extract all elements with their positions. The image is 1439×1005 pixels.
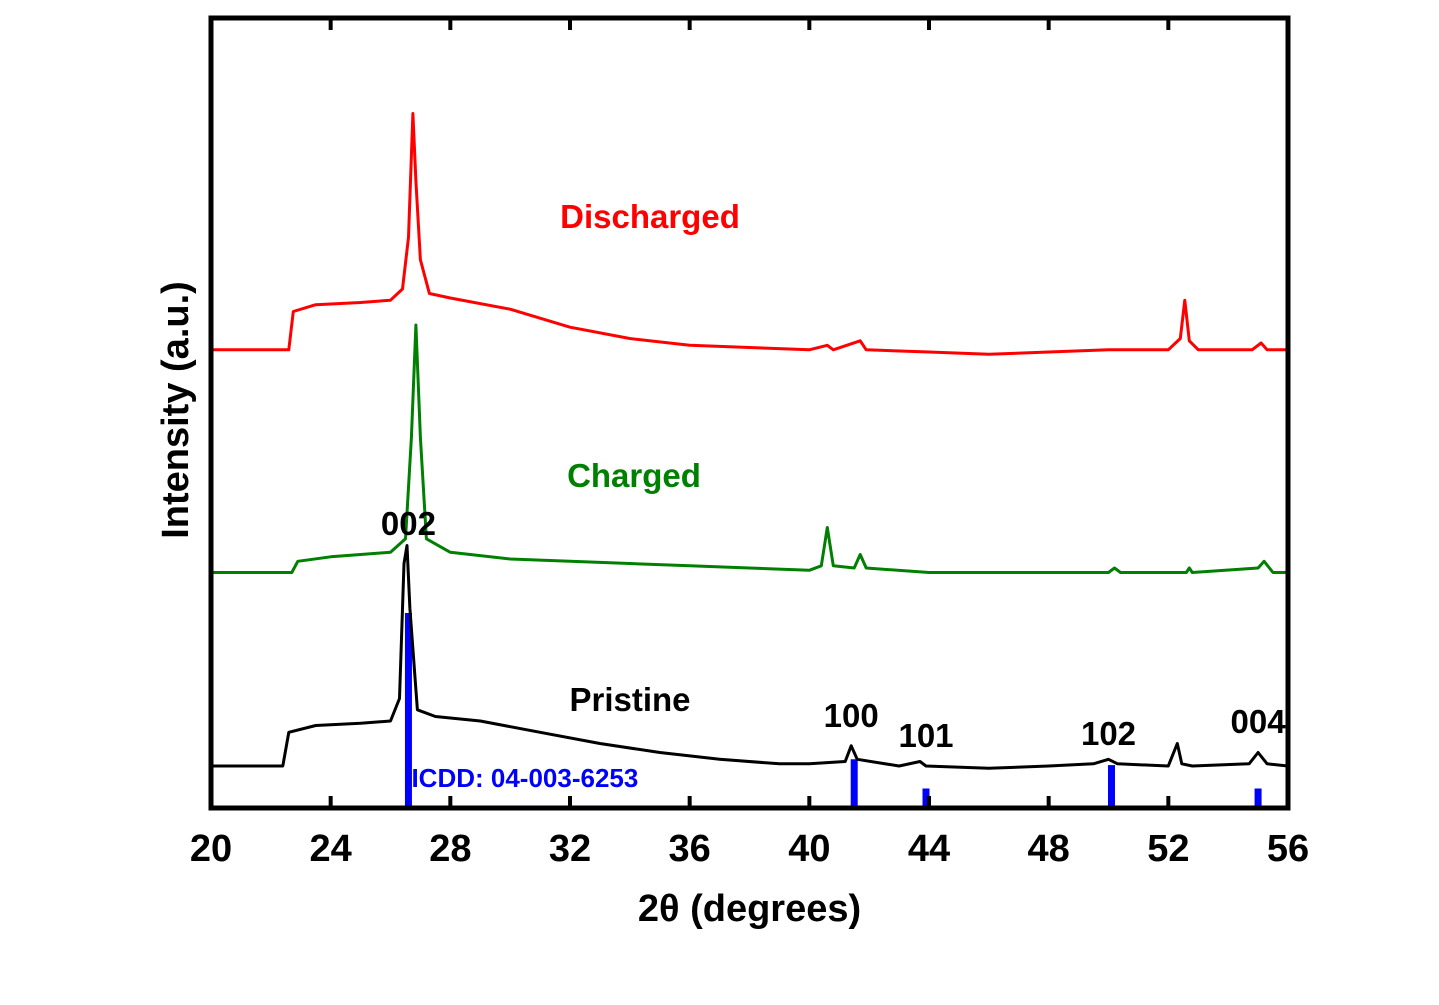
series-curves <box>211 112 1289 770</box>
x-tick-label: 40 <box>788 828 830 870</box>
series-label-pristine: Pristine <box>569 681 690 718</box>
x-tick-label: 52 <box>1147 828 1189 870</box>
reference-stick <box>922 788 930 808</box>
x-tick-label: 48 <box>1028 828 1070 870</box>
reference-sticks <box>404 613 1262 808</box>
series-line-discharged <box>211 112 1288 356</box>
series-label-discharged: Discharged <box>560 198 740 235</box>
plot-frame <box>208 15 1291 811</box>
x-tick-label: 44 <box>908 828 950 870</box>
x-tick-label: 28 <box>429 828 471 870</box>
x-tick-label: 24 <box>310 828 352 870</box>
peak-label: 002 <box>381 505 436 542</box>
reference-stick <box>1254 788 1262 808</box>
reference-stick <box>1107 765 1115 808</box>
x-ticks <box>328 18 1171 808</box>
x-tick-label: 56 <box>1267 828 1309 870</box>
reference-label: ICDD: 04-003-6253 <box>411 763 638 793</box>
peak-label: 004 <box>1231 703 1287 740</box>
x-axis-label: 2θ (degrees) <box>638 888 861 930</box>
peak-label: 100 <box>824 697 879 734</box>
x-tick-label: 36 <box>669 828 711 870</box>
x-tick-label: 32 <box>549 828 591 870</box>
chart-texts: ICDD: 04-003-6253 Discharged Charged Pristi… <box>155 198 1309 930</box>
reference-stick <box>404 613 412 808</box>
y-axis-label: Intensity (a.u.) <box>155 281 197 539</box>
reference-stick <box>850 759 858 808</box>
series-line-pristine <box>211 544 1289 770</box>
peak-label: 102 <box>1081 715 1136 752</box>
x-tick-label: 20 <box>190 828 232 870</box>
series-line-charged <box>211 323 1288 574</box>
series-label-charged: Charged <box>567 457 701 494</box>
peak-label: 101 <box>898 717 953 754</box>
